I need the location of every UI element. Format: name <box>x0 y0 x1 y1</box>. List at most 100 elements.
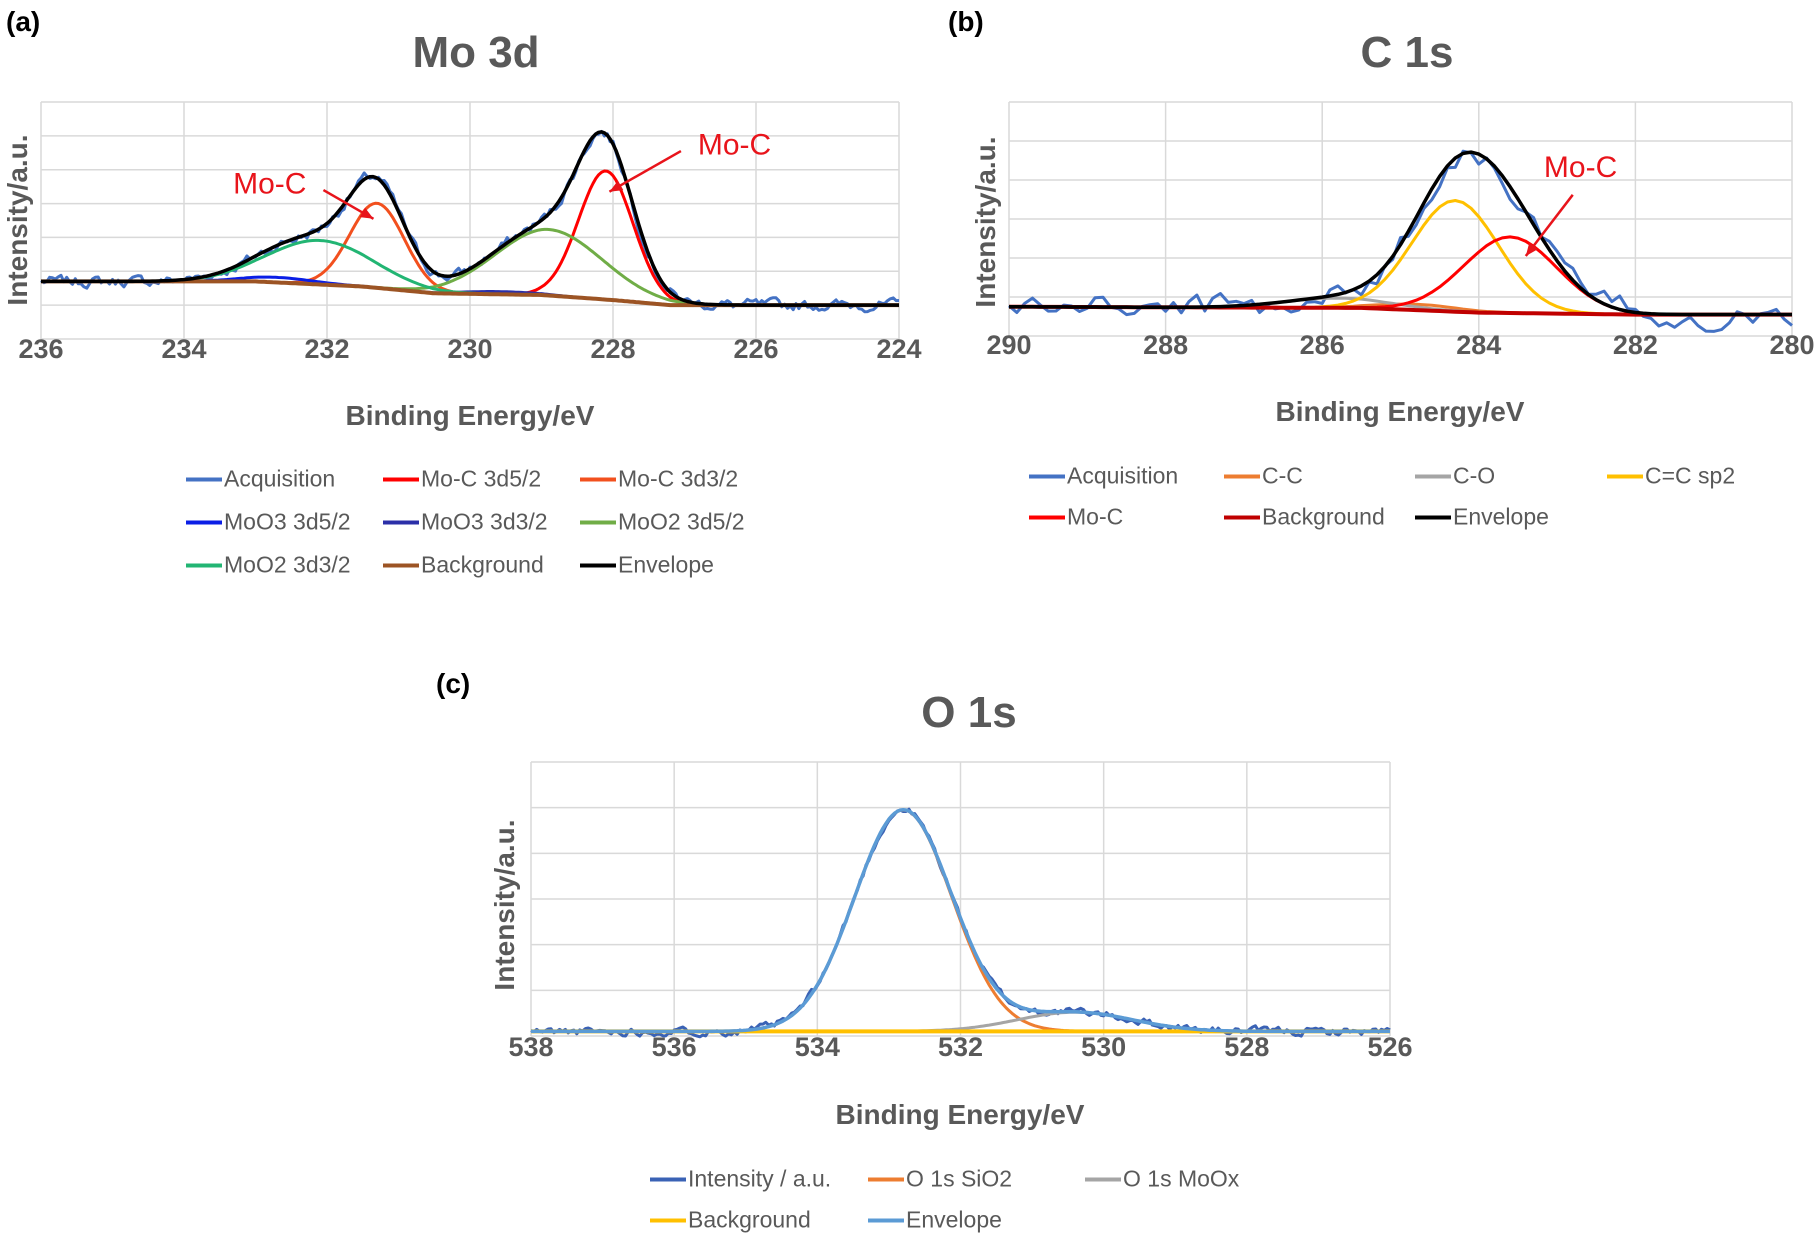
legend-swatch <box>580 563 616 567</box>
legend-item-intensity-a-u: Intensity / a.u. <box>650 1166 831 1193</box>
legend-swatch <box>868 1177 904 1181</box>
legend-item-moo2-3d5-2: MoO2 3d5/2 <box>580 509 745 536</box>
legend-swatch <box>650 1218 686 1222</box>
legend-item-moo3-3d3-2: MoO3 3d3/2 <box>383 509 548 536</box>
x-tick-label: 286 <box>1300 330 1345 360</box>
annotation-label: Mo-C <box>1544 151 1617 184</box>
legend-label: Background <box>421 551 544 578</box>
x-tick-label: 530 <box>1081 1032 1126 1062</box>
x-tick-label: 282 <box>1613 330 1658 360</box>
legend-label: C=C sp2 <box>1645 462 1736 489</box>
legend-item-moo3-3d5-2: MoO3 3d5/2 <box>186 509 351 536</box>
legend-swatch <box>1085 1177 1121 1181</box>
legend-label: MoO2 3d5/2 <box>618 508 745 535</box>
legend-item-background: Background <box>383 552 544 579</box>
chart-title: O 1s <box>921 688 1017 737</box>
x-axis-title: Binding Energy/eV <box>345 400 595 431</box>
x-tick-label: 280 <box>1769 330 1814 360</box>
legend-item-o-1s-moox: O 1s MoOx <box>1085 1166 1239 1193</box>
legend-swatch <box>186 477 222 481</box>
legend-item-mo-c: Mo-C <box>1029 504 1123 531</box>
legend-swatch <box>1415 474 1451 478</box>
legend-item-envelope: Envelope <box>580 552 714 579</box>
legend-item-moo2-3d3-2: MoO2 3d3/2 <box>186 552 351 579</box>
legend-label: O 1s SiO2 <box>906 1165 1013 1192</box>
annotation-label: Mo-C <box>233 167 306 200</box>
arrowhead-icon <box>609 180 624 192</box>
series-line-envelope <box>1008 150 1792 317</box>
series-line-envelope <box>531 807 1390 1034</box>
x-axis-title: Binding Energy/eV <box>835 1099 1085 1130</box>
legend-label: Envelope <box>906 1206 1002 1233</box>
legend-label: Mo-C <box>1067 503 1124 530</box>
legend-swatch <box>1029 474 1065 478</box>
legend-label: Background <box>688 1206 811 1233</box>
x-tick-label: 236 <box>18 334 63 364</box>
legend-label: Intensity / a.u. <box>688 1165 832 1192</box>
legend-item-acquisition: Acquisition <box>186 466 335 493</box>
series-line-envelope <box>41 130 899 307</box>
x-tick-label: 536 <box>652 1032 697 1062</box>
x-tick-label: 532 <box>938 1032 983 1062</box>
legend-swatch <box>1415 515 1451 519</box>
x-tick-label: 534 <box>795 1032 840 1062</box>
legend-label: Envelope <box>1453 503 1549 530</box>
legend-label: Envelope <box>618 551 714 578</box>
legend-label: MoO2 3d3/2 <box>224 551 351 578</box>
panel-label: (b) <box>948 6 984 37</box>
x-tick-label: 528 <box>1224 1032 1269 1062</box>
chart-title: C 1s <box>1360 28 1454 77</box>
legend-label: Background <box>1262 503 1385 530</box>
x-tick-label: 228 <box>590 334 635 364</box>
legend-swatch <box>1607 474 1643 478</box>
x-tick-label: 230 <box>447 334 492 364</box>
chart-title: Mo 3d <box>412 28 540 77</box>
arrowhead-icon <box>359 207 374 219</box>
legend-item-o-1s-sio2: O 1s SiO2 <box>868 1166 1012 1193</box>
x-axis-title: Binding Energy/eV <box>1275 396 1525 427</box>
legend-label: C-C <box>1262 462 1303 489</box>
legend-label: MoO3 3d5/2 <box>224 508 351 535</box>
legend-item-envelope: Envelope <box>1415 504 1549 531</box>
legend-item-background: Background <box>1224 504 1385 531</box>
x-tick-label: 232 <box>304 334 349 364</box>
legend-swatch <box>1029 515 1065 519</box>
annotation-label: Mo-C <box>698 128 771 161</box>
x-tick-label: 290 <box>986 330 1031 360</box>
x-tick-label: 224 <box>876 334 921 364</box>
legend-swatch <box>383 520 419 524</box>
legend-item-mo-c-3d5-2: Mo-C 3d5/2 <box>383 466 541 493</box>
legend-label: Mo-C 3d3/2 <box>618 465 739 492</box>
legend-swatch <box>1224 474 1260 478</box>
legend-swatch <box>186 520 222 524</box>
legend-swatch <box>580 520 616 524</box>
x-tick-label: 526 <box>1367 1032 1412 1062</box>
legend-item-envelope: Envelope <box>868 1207 1002 1234</box>
panel-label: (a) <box>6 6 41 37</box>
legend-swatch <box>650 1177 686 1181</box>
legend-label: O 1s MoOx <box>1123 1165 1240 1192</box>
panel-label: (c) <box>436 668 471 699</box>
legend-label: MoO3 3d3/2 <box>421 508 548 535</box>
series-line-o-1s-sio2 <box>654 808 1156 1033</box>
x-tick-label: 288 <box>1143 330 1188 360</box>
x-tick-label: 538 <box>508 1032 553 1062</box>
legend-label: C-O <box>1453 462 1496 489</box>
x-tick-label: 284 <box>1456 330 1501 360</box>
legend-item-mo-c-3d3-2: Mo-C 3d3/2 <box>580 466 738 493</box>
legend-swatch <box>868 1218 904 1222</box>
legend-swatch <box>186 563 222 567</box>
legend-label: Acquisition <box>224 465 336 492</box>
legend-label: Acquisition <box>1067 462 1179 489</box>
series-line-o-1s-moox <box>777 1010 1373 1033</box>
legend-item-c-c: C-C <box>1224 463 1303 490</box>
x-tick-label: 234 <box>161 334 206 364</box>
legend-swatch <box>383 563 419 567</box>
legend-swatch <box>383 477 419 481</box>
x-tick-label: 226 <box>733 334 778 364</box>
legend-label: Mo-C 3d5/2 <box>421 465 542 492</box>
legend-swatch <box>580 477 616 481</box>
